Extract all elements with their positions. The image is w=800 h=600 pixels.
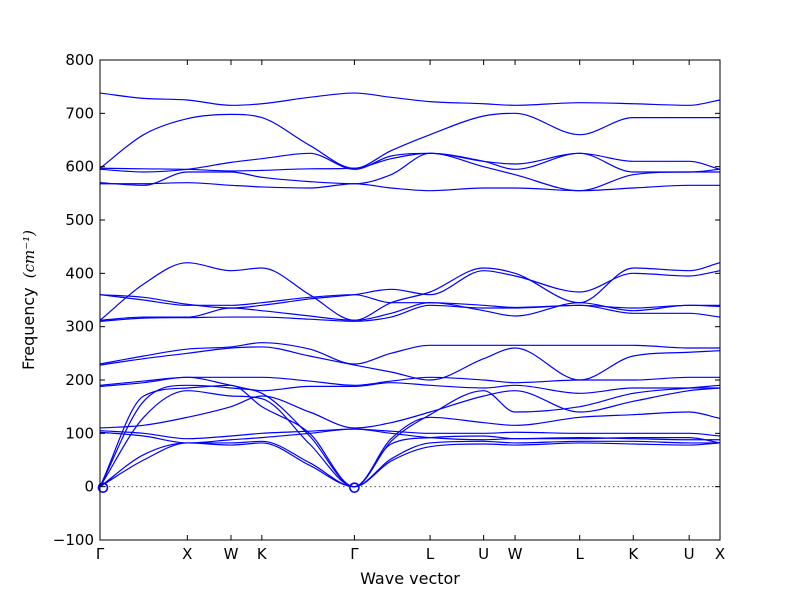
y-tick-label: 200 — [65, 371, 94, 389]
x-tick-label: X — [715, 545, 725, 563]
y-axis-unit: (cm⁻¹) — [20, 230, 38, 278]
x-tick-label: Γ — [350, 545, 359, 563]
y-tick-label: 500 — [65, 211, 94, 229]
x-tick-label: Γ — [96, 545, 105, 563]
x-tick-label: W — [508, 545, 523, 563]
band-line-11 — [99, 346, 721, 381]
band-line-17 — [99, 262, 721, 321]
y-tick-label: 800 — [65, 51, 94, 69]
band-line-4 — [99, 384, 721, 488]
y-tick-label: 400 — [65, 264, 94, 282]
band-lines — [97, 92, 721, 493]
x-tick-label: K — [628, 545, 639, 563]
band-line-7 — [99, 428, 721, 440]
x-tick-label: U — [684, 545, 695, 563]
band-line-8 — [99, 387, 721, 429]
y-tick-label: 0 — [84, 478, 94, 496]
band-line-9 — [99, 376, 720, 394]
band-line-6 — [99, 428, 721, 444]
band-line-20 — [99, 152, 721, 173]
x-tick-label: K — [257, 545, 268, 563]
band-line-12 — [99, 342, 720, 365]
x-tick-label: L — [426, 545, 435, 563]
band-line-21 — [99, 152, 721, 172]
y-axis-ticks: −100 0 100 200 300 400 500 600 700 800 — [53, 51, 720, 549]
y-tick-label: 300 — [65, 318, 94, 336]
band-line-5 — [99, 384, 721, 488]
plot-frame — [99, 59, 721, 541]
x-tick-label: L — [576, 545, 585, 563]
x-tick-label: U — [478, 545, 489, 563]
x-tick-label: W — [224, 545, 239, 563]
gamma-point-marker — [349, 482, 360, 493]
band-line-22 — [99, 112, 720, 169]
y-tick-label: 600 — [65, 158, 94, 176]
y-axis-label-text: Frequency — [19, 287, 38, 370]
band-line-10 — [99, 376, 720, 386]
y-tick-label: 700 — [65, 104, 94, 122]
band-line-14 — [99, 302, 721, 321]
y-axis-label: Frequency (cm⁻¹) — [19, 230, 38, 370]
x-axis-label: Wave vector — [360, 569, 460, 588]
y-tick-label: −100 — [53, 531, 94, 549]
y-tick-label: 100 — [65, 424, 94, 442]
band-line-18 — [99, 182, 720, 192]
band-line-19 — [99, 152, 720, 192]
band-line-16 — [99, 270, 721, 309]
band-line-23 — [99, 92, 721, 106]
x-tick-label: X — [182, 545, 192, 563]
band-line-13 — [99, 304, 721, 322]
gamma-point-marker — [97, 482, 109, 493]
plot-background — [100, 60, 720, 540]
